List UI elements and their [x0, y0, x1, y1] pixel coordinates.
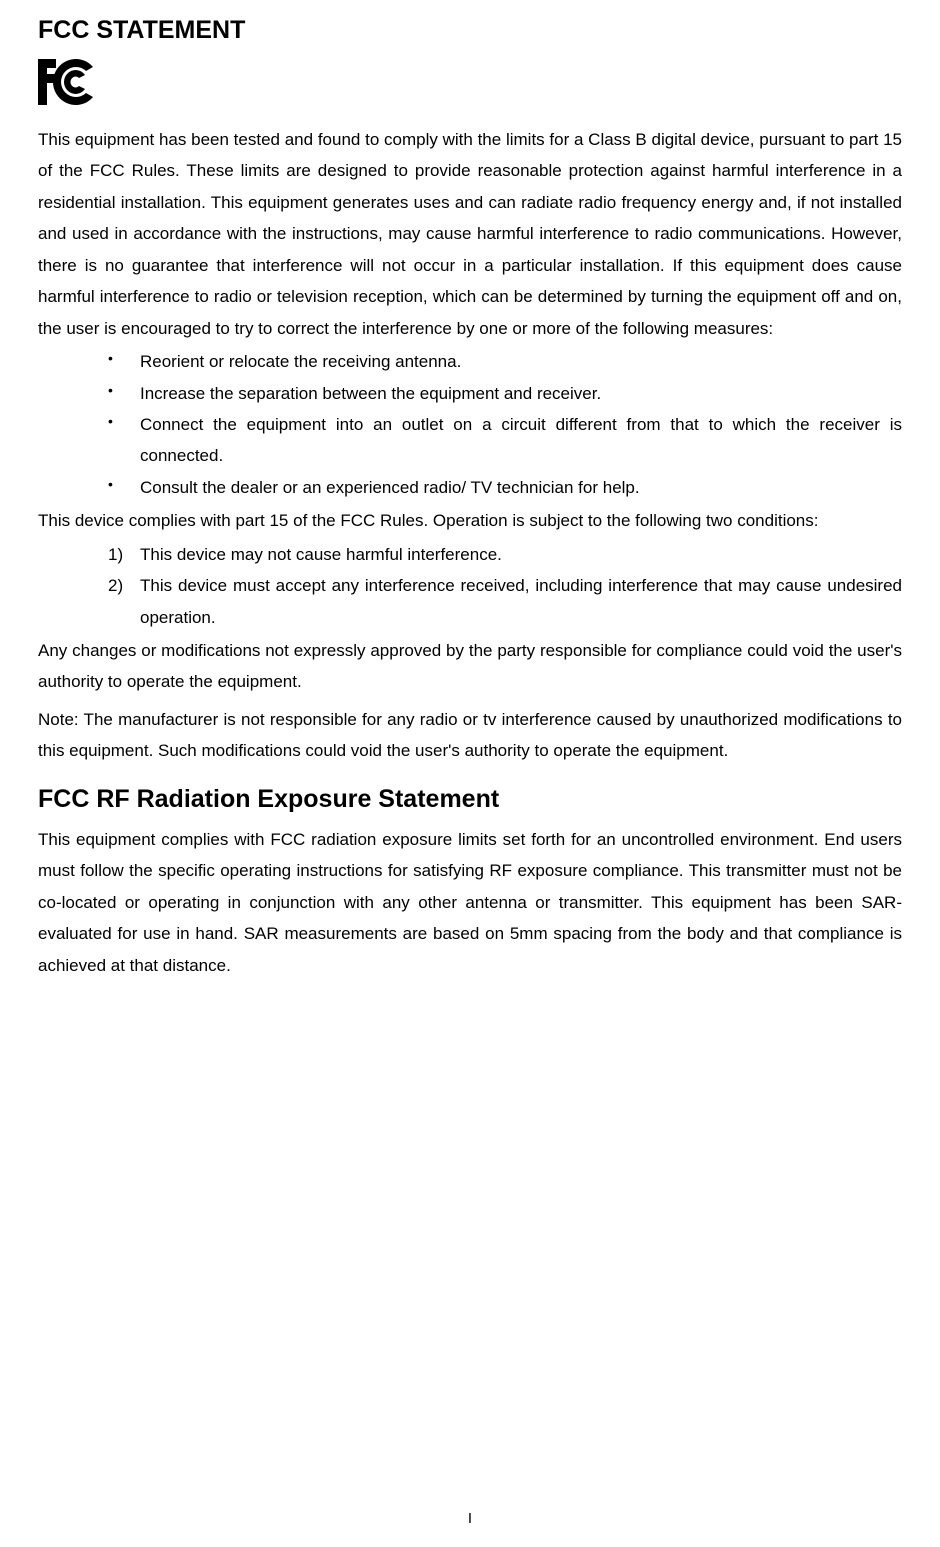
fcc-logo-icon: [38, 59, 902, 110]
list-item: Increase the separation between the equi…: [108, 378, 902, 409]
conditions-list: 1) This device may not cause harmful int…: [108, 539, 902, 633]
compliance-intro-paragraph: This device complies with part 15 of the…: [38, 505, 902, 536]
list-text: This device must accept any interference…: [140, 576, 902, 626]
measures-list: Reorient or relocate the receiving anten…: [108, 346, 902, 503]
list-number: 2): [108, 570, 123, 601]
list-item: 2) This device must accept any interfere…: [108, 570, 902, 633]
list-item: Reorient or relocate the receiving anten…: [108, 346, 902, 377]
rf-exposure-heading: FCC RF Radiation Exposure Statement: [38, 785, 902, 814]
list-item: Connect the equipment into an outlet on …: [108, 409, 902, 472]
list-item: 1) This device may not cause harmful int…: [108, 539, 902, 570]
list-text: This device may not cause harmful interf…: [140, 545, 502, 564]
fcc-statement-heading: FCC STATEMENT: [38, 16, 902, 45]
changes-paragraph: Any changes or modifications not express…: [38, 635, 902, 698]
list-item: Consult the dealer or an experienced rad…: [108, 472, 902, 503]
rf-exposure-paragraph: This equipment complies with FCC radiati…: [38, 824, 902, 981]
intro-paragraph: This equipment has been tested and found…: [38, 124, 902, 344]
note-paragraph: Note: The manufacturer is not responsibl…: [38, 704, 902, 767]
page-number: I: [0, 1510, 940, 1527]
list-number: 1): [108, 539, 123, 570]
